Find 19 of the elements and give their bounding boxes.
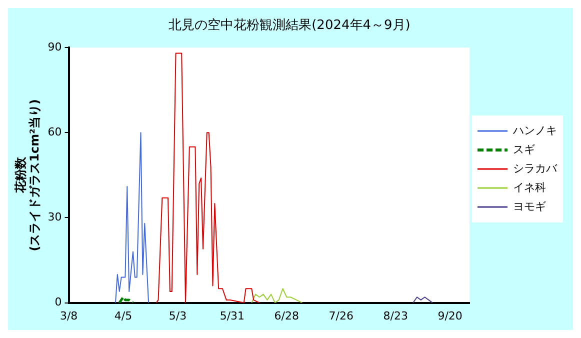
y-axis-title: 花粉数 (スライドガラス1cm²当り): [13, 99, 42, 252]
legend-label: スギ: [513, 142, 535, 156]
x-tick-label: 6/28: [274, 309, 300, 322]
y-tick-label: 60: [48, 126, 62, 139]
legend-label: イネ科: [513, 180, 546, 194]
x-tick-label: 4/5: [114, 309, 132, 322]
legend-label: ハンノキ: [512, 124, 557, 137]
x-tick-label: 3/8: [60, 309, 78, 322]
legend-label: ヨモギ: [513, 200, 546, 213]
y-tick-label: 90: [48, 40, 62, 54]
chart-title: 北見の空中花粉観測結果(2024年4～9月): [168, 18, 410, 34]
x-tick-label: 5/3: [168, 309, 187, 322]
x-tick-label: 8/23: [383, 309, 408, 322]
y-tick-label: 0: [54, 296, 62, 309]
legend-label: シラカバ: [513, 162, 558, 175]
x-tick-label: 5/31: [220, 309, 245, 322]
x-tick-label: 7/26: [328, 309, 354, 322]
x-tick-label: 9/20: [438, 309, 462, 322]
y-tick-label: 30: [48, 210, 62, 224]
